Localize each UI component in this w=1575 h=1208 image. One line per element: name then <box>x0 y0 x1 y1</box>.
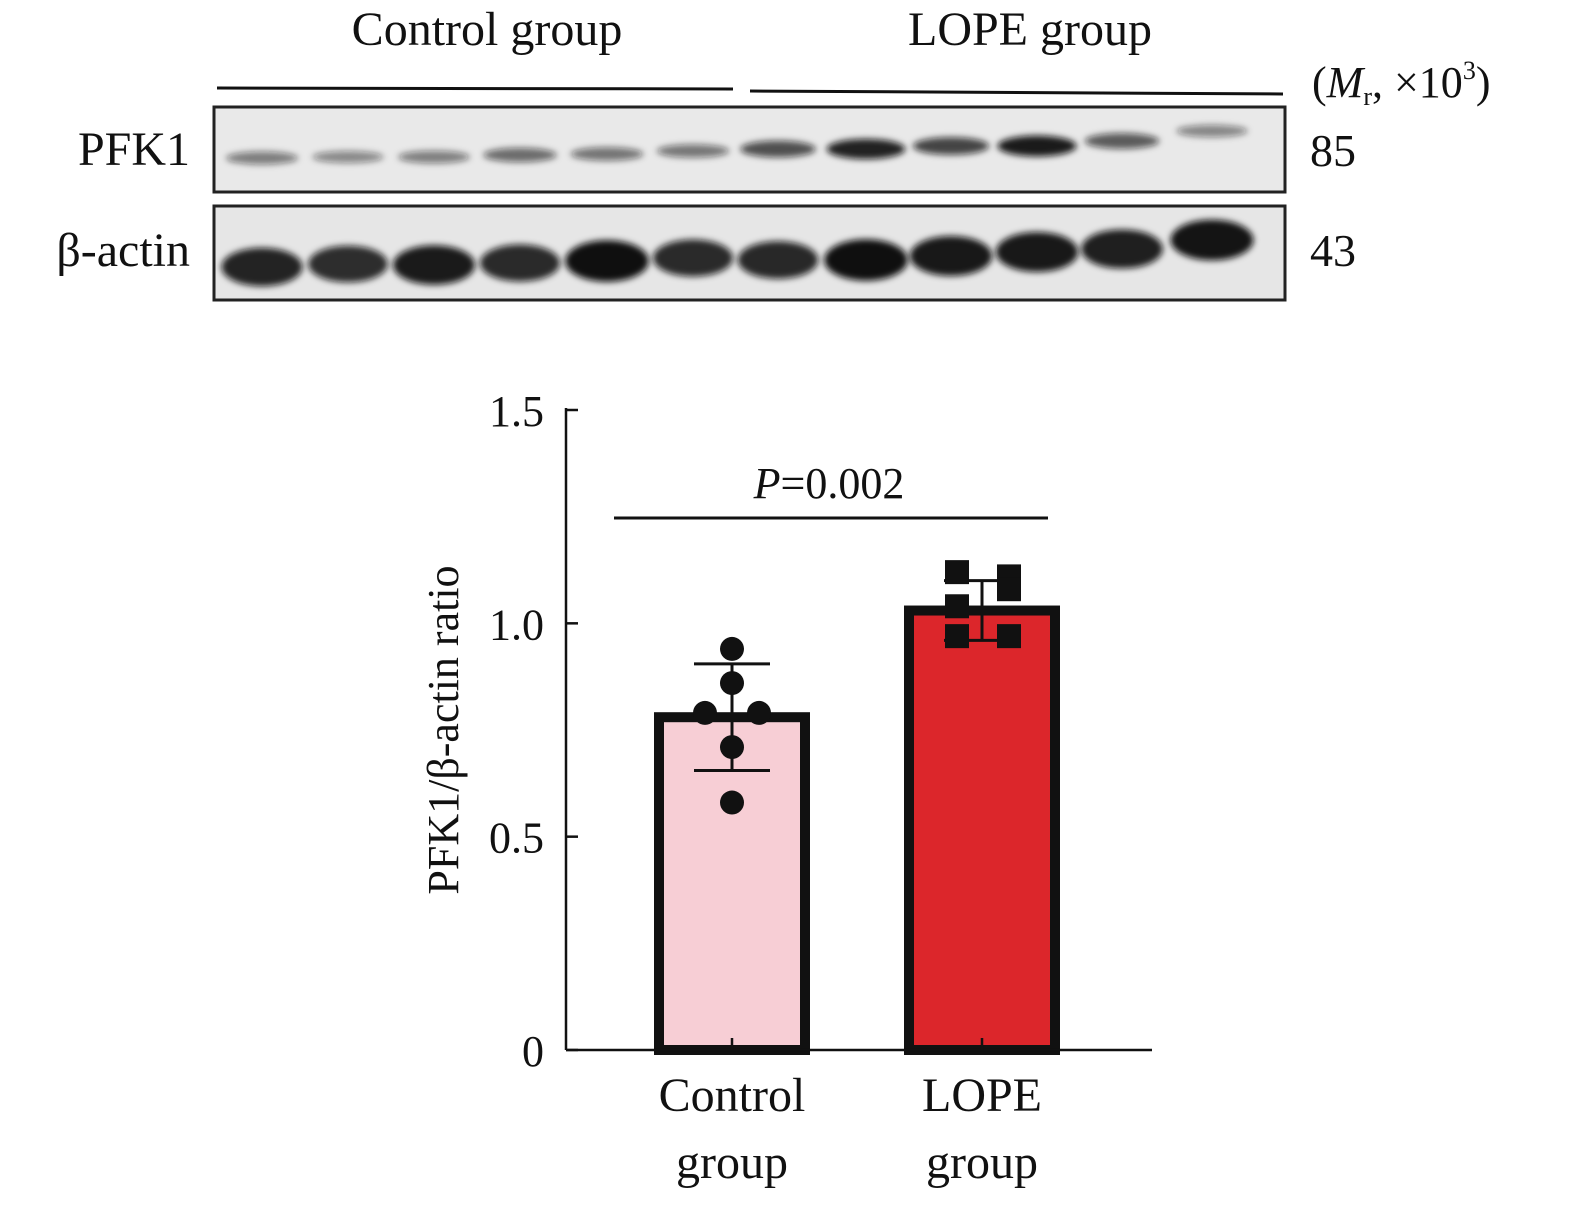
significance-p-value: P=0.002 <box>753 459 905 508</box>
beta-actin-band <box>1081 229 1163 269</box>
beta-actin-band <box>480 244 560 282</box>
beta-actin-bands <box>221 219 1254 287</box>
data-points <box>693 560 1021 815</box>
beta-actin-band <box>737 241 819 279</box>
pfk1-band <box>826 138 906 160</box>
x-tick-label-line1: Control <box>659 1069 806 1122</box>
pfk1-band <box>312 151 384 163</box>
pfk1-band <box>1084 133 1160 149</box>
x-tick-label-line2: group <box>676 1136 788 1189</box>
x-axis-tick-labels: Control group LOPE group <box>659 1069 1042 1189</box>
y-tick-label: 0.5 <box>489 814 544 863</box>
pfk1-molecular-weight: 85 <box>1310 125 1356 176</box>
control-group-bracket-line <box>216 86 734 91</box>
beta-actin-band <box>565 240 649 282</box>
bar <box>904 605 1060 1055</box>
data-point-lope <box>997 624 1021 649</box>
data-point-lope <box>945 594 969 619</box>
data-point-control <box>747 700 771 725</box>
y-axis-label: PFK1/β-actin ratio <box>419 565 468 894</box>
pfk1-band <box>225 151 299 165</box>
beta-actin-band <box>653 239 733 277</box>
beta-actin-band <box>1170 219 1254 261</box>
pfk1-band <box>483 147 557 163</box>
data-point-control <box>693 700 717 725</box>
y-tick-label: 0 <box>522 1027 544 1076</box>
pfk1-band <box>912 137 990 155</box>
y-axis-ticks: 0 0.5 1.0 1.5 <box>489 387 578 1076</box>
pfk1-band <box>656 144 730 158</box>
beta-actin-band <box>909 235 993 277</box>
beta-actin-band <box>221 247 303 287</box>
pfk1-band <box>997 135 1077 157</box>
beta-actin-molecular-weight: 43 <box>1310 225 1356 276</box>
pfk1-band <box>398 150 470 164</box>
data-point-control <box>720 636 744 661</box>
data-point-lope <box>997 577 1021 602</box>
x-axis-ticks <box>730 1038 984 1050</box>
blot-row-label-pfk1: PFK1 <box>78 123 190 176</box>
data-point-lope <box>945 560 969 585</box>
x-tick-label-line2: group <box>926 1136 1038 1189</box>
pfk1-band <box>740 140 816 158</box>
pfk1-band <box>1176 124 1248 138</box>
data-point-control <box>720 671 744 696</box>
beta-actin-band <box>393 245 475 285</box>
data-point-lope <box>945 624 969 649</box>
pfk1-band <box>570 147 644 161</box>
y-tick-label: 1.5 <box>489 387 544 436</box>
bar-chart: PFK1/β-actin ratio 0 0.5 1.0 1.5 Control gro… <box>419 387 1152 1189</box>
blot-group-label-control: Control group <box>352 3 623 56</box>
blot-row-label-beta-actin: β-actin <box>56 224 190 277</box>
x-tick-label-line1: LOPE <box>922 1069 1042 1122</box>
beta-actin-band <box>995 231 1079 273</box>
blot-group-label-lope: LOPE group <box>908 3 1152 56</box>
y-tick-label: 1.0 <box>489 600 544 649</box>
bars <box>654 605 1060 1055</box>
beta-actin-band <box>824 239 908 281</box>
data-point-control <box>720 790 744 815</box>
pfk1-bands <box>225 124 1248 165</box>
lope-group-bracket-line <box>749 89 1284 96</box>
beta-actin-band <box>308 245 388 283</box>
data-point-control <box>720 735 744 760</box>
molecular-weight-unit-label: (Mr, ×103) <box>1312 56 1490 111</box>
western-blot-panel: Control group LOPE group (Mr, ×103) PFK1… <box>56 3 1490 302</box>
